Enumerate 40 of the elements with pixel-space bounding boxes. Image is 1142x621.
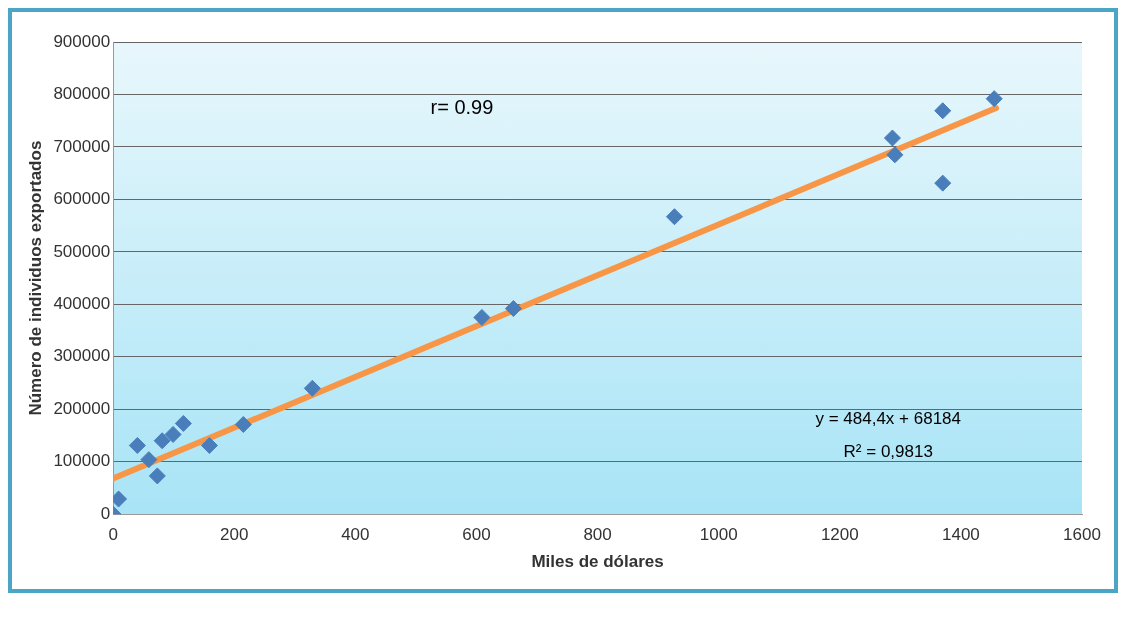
x-axis-title: Miles de dólares bbox=[531, 552, 664, 572]
point bbox=[303, 379, 321, 397]
y-tick-label: 400000 bbox=[53, 294, 111, 314]
x-tick-label: 600 bbox=[462, 525, 491, 545]
point bbox=[934, 102, 952, 120]
point bbox=[200, 436, 218, 454]
x-tick-label: 400 bbox=[341, 525, 370, 545]
y-tick-label: 800000 bbox=[53, 84, 111, 104]
point bbox=[934, 174, 952, 192]
y-axis-title: Número de individuos exportados bbox=[25, 140, 45, 416]
y-tick-label: 500000 bbox=[53, 241, 111, 261]
y-tick-label: 900000 bbox=[53, 31, 111, 51]
annotation: R² = 0,9813 bbox=[843, 441, 933, 461]
point bbox=[883, 129, 901, 147]
point bbox=[164, 425, 182, 443]
y-tick-label: 200000 bbox=[53, 398, 111, 418]
point bbox=[128, 436, 146, 454]
point bbox=[174, 414, 192, 432]
x-tick-label: 200 bbox=[220, 525, 249, 545]
point bbox=[665, 208, 683, 226]
y-tick-label: 300000 bbox=[53, 346, 111, 366]
point bbox=[504, 300, 522, 318]
x-tick-label: 1000 bbox=[699, 525, 738, 545]
point bbox=[985, 90, 1003, 108]
annotation: r= 0.99 bbox=[430, 95, 494, 118]
x-tick-label: 800 bbox=[583, 525, 612, 545]
point bbox=[473, 308, 491, 326]
x-tick-label: 1200 bbox=[820, 525, 859, 545]
x-tick-label: 1400 bbox=[941, 525, 980, 545]
annotation: y = 484,4x + 68184 bbox=[815, 408, 962, 428]
point bbox=[140, 451, 158, 469]
y-tick-label: 100000 bbox=[53, 451, 111, 471]
y-tick-label: 700000 bbox=[53, 136, 111, 156]
point bbox=[886, 146, 904, 164]
point bbox=[148, 467, 166, 485]
y-tick-label: 600000 bbox=[53, 189, 111, 209]
x-tick-label: 1600 bbox=[1063, 525, 1101, 545]
point bbox=[153, 432, 171, 450]
y-tick-label: 0 bbox=[100, 503, 111, 523]
point bbox=[234, 415, 252, 433]
